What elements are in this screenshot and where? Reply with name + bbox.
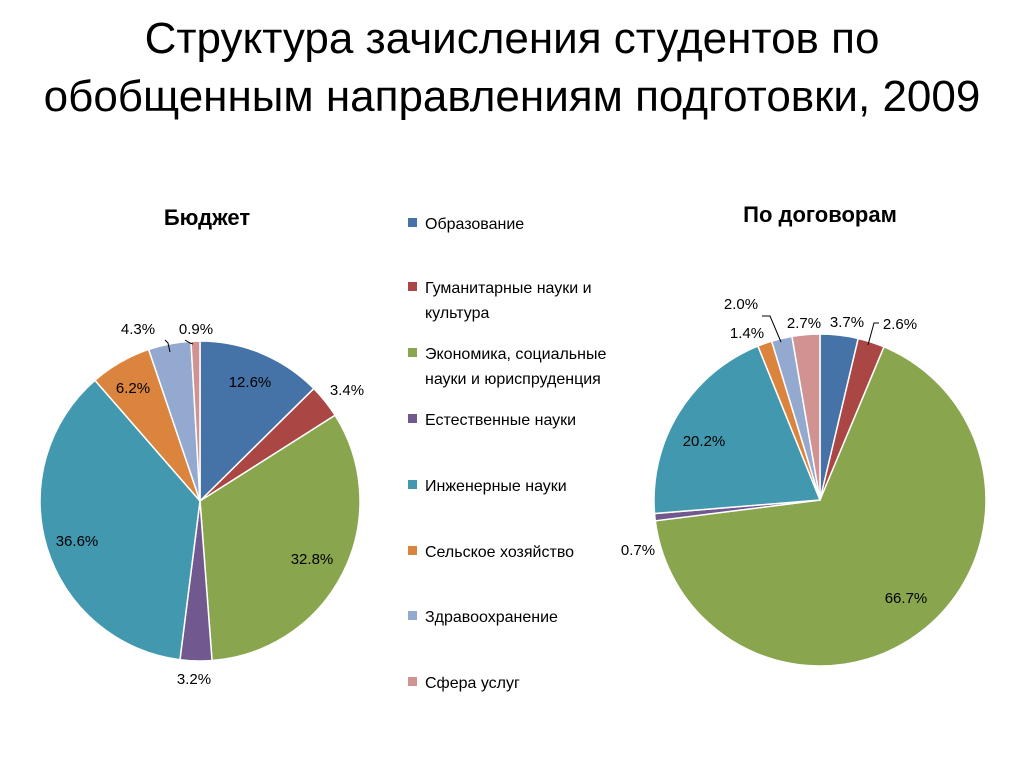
data-label-economics: 32.8%	[291, 551, 334, 568]
legend-label: Инженерные науки	[425, 478, 567, 495]
pie-slice-economics	[654, 345, 987, 667]
legend-item-engineering: Инженерные науки	[408, 474, 608, 499]
data-label-natural-sciences: 0.7%	[621, 542, 655, 559]
data-label-agriculture: 6.2%	[116, 380, 150, 397]
pie-slice-services	[791, 333, 821, 501]
legend-swatch-economics	[408, 348, 417, 357]
legend-swatch-healthcare	[408, 611, 417, 620]
pie-slice-services	[190, 340, 201, 502]
data-label-humanities: 3.4%	[330, 382, 364, 399]
legend-label: Сельское хозяйство	[425, 544, 575, 561]
chart-title-contract: По договорам	[743, 202, 897, 227]
data-label-education: 3.7%	[830, 314, 864, 331]
pie-slice-education	[199, 340, 315, 503]
pie-slice-engineering	[653, 345, 822, 515]
legend-label: Образование	[425, 216, 525, 233]
legend-swatch-natural-sciences	[408, 414, 417, 423]
data-label-healthcare: 2.0%	[724, 296, 758, 313]
legend-swatch-agriculture	[408, 546, 417, 555]
legend-swatch-engineering	[408, 480, 417, 489]
data-label-natural-sciences: 3.2%	[177, 671, 211, 688]
legend-label: Сфера услуг	[425, 675, 520, 692]
data-label-education: 12.6%	[229, 374, 272, 391]
legend-item-economics: Экономика, социальные науки и юриспруден…	[408, 342, 608, 392]
data-label-economics: 66.7%	[885, 590, 928, 607]
legend-swatch-humanities	[408, 282, 417, 291]
legend-label: Естественные науки	[425, 412, 577, 429]
legend-item-education: Образование	[408, 212, 608, 237]
legend-item-humanities: Гуманитарные науки и культура	[408, 276, 608, 326]
legend-item-natural-sciences: Естественные науки	[408, 408, 608, 433]
leader-line	[184, 339, 194, 345]
legend-item-services: Сфера услуг	[408, 671, 608, 696]
data-label-engineering: 20.2%	[683, 433, 726, 450]
slide-title: Структура зачисления студентов по обобще…	[43, 14, 981, 121]
leader-line	[164, 339, 171, 353]
data-label-agriculture: 1.4%	[730, 325, 764, 342]
legend-swatch-services	[408, 677, 417, 686]
chart-title-budget: Бюджет	[163, 205, 251, 230]
legend-label: Здравоохранение	[425, 609, 558, 626]
legend-label: Гуманитарные науки и культура	[425, 280, 592, 322]
data-label-humanities: 2.6%	[883, 316, 917, 333]
pie-slice-economics	[199, 414, 361, 662]
legend-item-agriculture: Сельское хозяйство	[408, 540, 608, 565]
data-label-services: 0.9%	[179, 321, 213, 338]
data-label-engineering: 36.6%	[56, 533, 99, 550]
data-label-services: 2.7%	[787, 315, 821, 332]
legend-label: Экономика, социальные науки и юриспруден…	[425, 346, 607, 388]
legend-swatch-education	[408, 218, 417, 227]
leader-line	[867, 322, 879, 346]
legend-item-healthcare: Здравоохранение	[408, 605, 608, 630]
leader-line	[762, 315, 782, 343]
data-label-healthcare: 4.3%	[121, 321, 155, 338]
pie-slice-engineering	[39, 379, 201, 661]
